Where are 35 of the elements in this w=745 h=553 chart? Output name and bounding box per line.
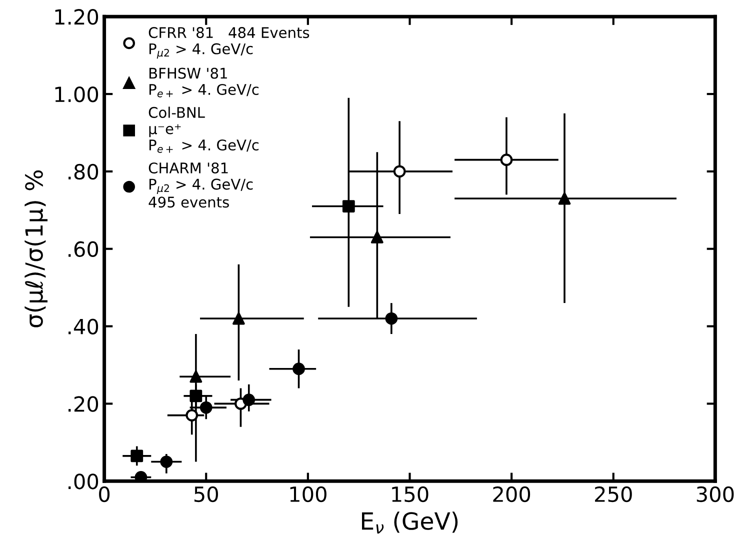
- point: [500, 154, 513, 166]
- y-tick-label: .40: [68, 318, 98, 334]
- y-tick-label: .60: [68, 241, 98, 258]
- point: [200, 401, 212, 414]
- point: [190, 390, 202, 402]
- y-tick-label: 1.00: [55, 86, 98, 102]
- point: [342, 200, 355, 212]
- x-tick-label: 150: [392, 486, 428, 502]
- point: [393, 165, 406, 178]
- point: [186, 409, 198, 422]
- point: [385, 312, 398, 325]
- y-tick-label: .00: [68, 474, 98, 490]
- point: [160, 456, 173, 468]
- point: [130, 450, 144, 462]
- point: [190, 370, 202, 383]
- x-tick-label: 100: [290, 486, 326, 502]
- point: [558, 192, 571, 205]
- legend-label: BFHSW '81 P$_{e+}$ > 4. GeV/c: [149, 68, 259, 98]
- x-tick-label: 200: [493, 486, 530, 502]
- legend-label: CHARM '81 P$_{μ2}$ > 4. GeV/c 495 events: [148, 162, 253, 208]
- y-axis-title: σ(μℓ)/σ(1μ) %: [24, 170, 48, 328]
- x-tick-label: 250: [595, 486, 632, 502]
- point: [232, 312, 245, 325]
- y-tick-label: .80: [68, 164, 98, 180]
- x-tick-label: 0: [99, 486, 110, 502]
- x-tick-label: 300: [696, 486, 734, 502]
- x-tick-label: 50: [194, 486, 218, 502]
- legend-label: Col-BNL μ⁻e⁺ P$_{e+}$ > 4. GeV/c: [148, 106, 259, 153]
- x-axis-title: E$_{ν}$ (GeV): [362, 512, 458, 534]
- y-tick-label: .20: [68, 396, 98, 412]
- point: [292, 362, 305, 376]
- legend-label: CFRR '81 484 Events P$_{μ2}$ > 4. GeV/c: [148, 27, 310, 59]
- y-tick-label: 1.20: [55, 9, 98, 25]
- point: [370, 231, 384, 244]
- point: [242, 394, 256, 406]
